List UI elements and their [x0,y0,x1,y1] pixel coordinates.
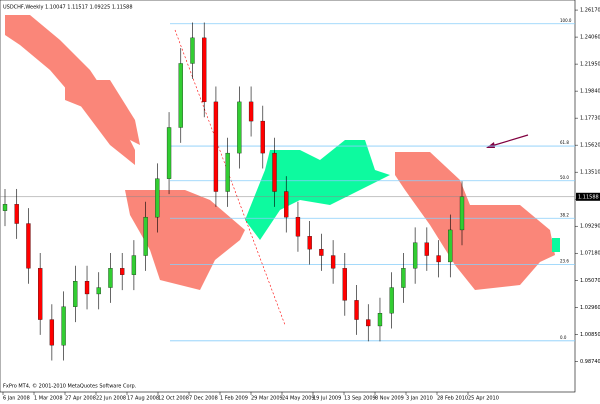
candle-body [389,287,394,314]
y-tick-label: 1.05070 [580,278,600,284]
y-tick-label: 1.19840 [580,89,600,95]
candle-body [248,101,254,122]
candle-body [202,37,207,103]
trend-line [174,29,286,326]
candle-body [120,268,125,275]
y-tick-label: 1.15620 [580,143,600,149]
candle-body [295,216,301,237]
arrow [486,134,529,148]
candle-body [38,268,43,320]
y-tick-label: 1.24060 [580,35,600,41]
x-tick-label: 3 Jan 2010 [406,396,433,402]
x-tick-label: 7 Dec 2008 [189,396,218,402]
candle-body [401,268,406,288]
candle-body [319,248,324,256]
arrow-shaft [487,134,529,148]
y-tick-label: 1.21950 [580,62,600,68]
candle-body [166,127,172,179]
x-tick-label: 22 Jun 2008 [96,396,126,402]
current-price-label: 1.11588 [578,194,599,200]
x-tick-label: 25 Apr 2010 [468,396,499,402]
chart-title: USDCHF,Weekly 1.10047 1.11517 1.09225 1.… [3,5,133,11]
x-tick-label: 13 Sep 2009 [344,396,376,402]
candle-body [436,255,441,263]
current-price-box [576,192,600,201]
x-tick-label: 27 Apr 2008 [65,396,96,402]
footer: FxPro MT4, © 2001-2010 MetaQuotes Softwa… [3,383,137,390]
fibo-label: 23.6 [560,259,569,264]
y-tick-label: 1.02960 [580,305,600,311]
fibo-label: 50.0 [560,175,569,180]
candle-body [26,223,31,269]
cloud [395,152,555,290]
candle-body [260,120,265,154]
candle-body [178,63,183,128]
candle-body [108,268,113,288]
candle-body [412,242,418,269]
fibo-label: 100.0 [560,18,572,23]
y-tick-label: 1.17730 [580,116,600,122]
candle-body [272,152,277,192]
candle-body [84,281,90,295]
candle-body [2,204,8,211]
cloud [125,190,245,290]
candle-body [73,281,78,307]
candle-body [14,204,19,224]
candle-body [354,300,359,320]
candle-body [237,101,242,154]
candle-body [225,152,230,192]
candle-body [155,178,160,218]
fibo-label: 61.8 [560,140,569,145]
candle-body [448,229,453,263]
y-tick-label: 1.13510 [580,170,600,176]
candle-body [459,196,465,231]
x-tick-label: 28 Feb 2010 [437,396,468,402]
y-tick-label: 1.00850 [580,332,600,338]
candle-body [190,37,195,64]
cloud [552,238,560,252]
x-tick-label: 8 Nov 2009 [375,396,404,402]
fibo-label: 0.0 [560,335,567,340]
ichimoku-cloud [5,15,560,290]
candle-body [49,319,55,346]
y-tick-label: 1.26170 [580,8,600,14]
x-tick-label: 6 Jan 2008 [3,396,30,402]
arrow-head [486,142,495,148]
candle-body [424,242,429,256]
y-tick-label: 0.98740 [580,359,600,365]
candle-body [342,268,347,301]
y-tick-label: 1.07180 [580,251,600,257]
cloud [65,80,140,145]
y-tick-label: 1.09290 [580,224,600,230]
candle-body [377,313,383,327]
x-tick-label: 1 Feb 2009 [220,396,248,402]
candle-body [96,287,101,295]
cloud [245,140,390,240]
x-tick-label: 24 May 2009 [282,396,315,402]
x-tick-label: 19 Jul 2009 [313,396,341,402]
candle-body [61,306,66,346]
candle-body [307,236,312,250]
candle-body [131,255,137,275]
x-tick-label: 17 Aug 2008 [127,396,159,402]
candle-body [284,191,289,218]
candle-body [213,101,219,192]
x-tick-label: 12 Oct 2008 [158,396,189,402]
candle-body [330,255,336,269]
fibo-label: 38.2 [560,212,569,217]
candle-body [143,216,148,256]
x-tick-label: 1 Mar 2008 [34,396,63,402]
candle-body [366,319,371,327]
x-tick-label: 29 Mar 2009 [251,396,283,402]
